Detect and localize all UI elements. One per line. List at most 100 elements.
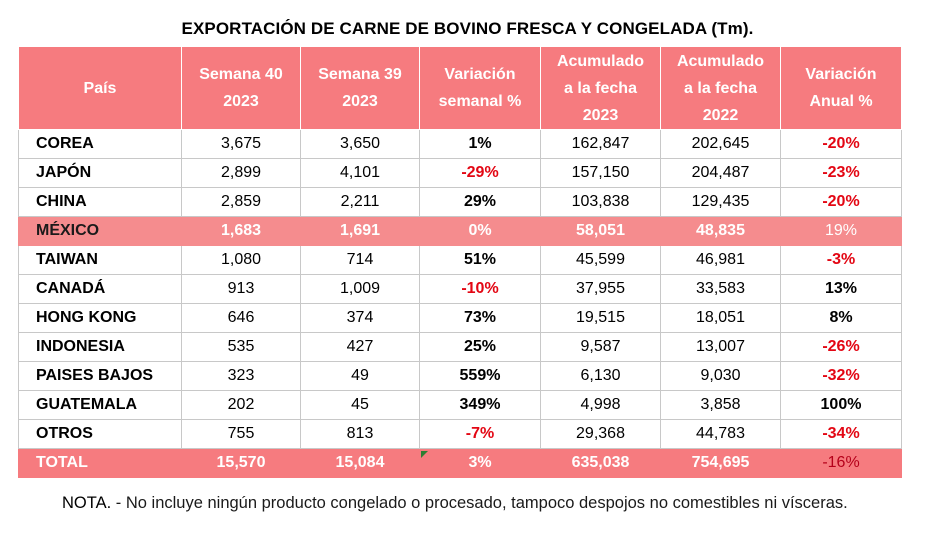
week39-cell: 4,101 <box>300 158 420 188</box>
accumulated-2023-cell: 6,130 <box>540 361 661 391</box>
header-week40: Semana 40 2023 <box>181 46 301 130</box>
country-cell: MÉXICO <box>18 216 182 246</box>
accumulated-2022-cell: 33,583 <box>660 274 781 304</box>
accumulated-2023-cell: 45,599 <box>540 245 661 275</box>
accumulated-2022-cell: 202,645 <box>660 129 781 159</box>
weekly-variation-cell: 559% <box>419 361 541 391</box>
week39-cell: 374 <box>300 303 420 333</box>
table-title: EXPORTACIÓN DE CARNE DE BOVINO FRESCA Y … <box>181 19 754 38</box>
accumulated-2023-cell: 157,150 <box>540 158 661 188</box>
accumulated-2023-cell: 162,847 <box>540 129 661 159</box>
accumulated-2023-cell: 19,515 <box>540 303 661 333</box>
week40-cell: 535 <box>181 332 301 362</box>
annual-variation-cell: 13% <box>780 274 902 304</box>
header-annual-variation: Variación Anual % <box>780 46 902 130</box>
table-row: HONG KONG 646 374 73% 19,515 18,051 8% <box>18 303 902 333</box>
footnote-text: - No incluye ningún producto congelado o… <box>111 494 848 512</box>
accumulated-2023-cell: 37,955 <box>540 274 661 304</box>
table-row: TAIWAN 1,080 714 51% 45,599 46,981 -3% <box>18 245 902 275</box>
accumulated-2023-cell: 103,838 <box>540 187 661 217</box>
country-cell: TAIWAN <box>18 245 182 275</box>
header-row: País Semana 40 2023 Semana 39 2023 Variaci… <box>18 46 902 130</box>
annual-variation-cell: 100% <box>780 390 902 420</box>
week39-cell: 2,211 <box>300 187 420 217</box>
total-week40-cell: 15,570 <box>181 448 301 478</box>
annual-variation-cell: -20% <box>780 129 902 159</box>
accumulated-2022-cell: 18,051 <box>660 303 781 333</box>
weekly-variation-cell: 51% <box>419 245 541 275</box>
table-row: JAPÓN 2,899 4,101 -29% 157,150 204,487 -… <box>18 158 902 188</box>
country-cell: COREA <box>18 129 182 159</box>
footnote-label: NOTA. <box>62 494 112 512</box>
week40-cell: 323 <box>181 361 301 391</box>
total-week39-cell: 15,084 <box>300 448 420 478</box>
annual-variation-cell: -20% <box>780 187 902 217</box>
accumulated-2022-cell: 9,030 <box>660 361 781 391</box>
header-accumulated-2023: Acumulado a la fecha 2023 <box>540 46 661 130</box>
annual-variation-cell: -34% <box>780 419 902 449</box>
country-cell: GUATEMALA <box>18 390 182 420</box>
weekly-variation-cell: 0% <box>419 216 541 246</box>
week39-cell: 49 <box>300 361 420 391</box>
week39-cell: 45 <box>300 390 420 420</box>
header-accumulated-2022: Acumulado a la fecha 2022 <box>660 46 781 130</box>
weekly-variation-cell: -29% <box>419 158 541 188</box>
annual-variation-cell: -3% <box>780 245 902 275</box>
header-weekly-variation: Variación semanal % <box>419 46 541 130</box>
country-cell: PAISES BAJOS <box>18 361 182 391</box>
weekly-variation-cell: 73% <box>419 303 541 333</box>
table-row: PAISES BAJOS 323 49 559% 6,130 9,030 -32… <box>18 361 902 391</box>
cell-error-indicator-icon <box>421 451 428 458</box>
weekly-variation-cell: -10% <box>419 274 541 304</box>
table-row-highlight: MÉXICO 1,683 1,691 0% 58,051 48,835 19% <box>18 216 902 246</box>
week40-cell: 3,675 <box>181 129 301 159</box>
accumulated-2022-cell: 3,858 <box>660 390 781 420</box>
weekly-variation-cell: 29% <box>419 187 541 217</box>
country-cell: CANADÁ <box>18 274 182 304</box>
total-label-cell: TOTAL <box>18 448 182 478</box>
week39-cell: 1,691 <box>300 216 420 246</box>
week40-cell: 1,683 <box>181 216 301 246</box>
week39-cell: 427 <box>300 332 420 362</box>
total-weekly-variation-cell: 3% <box>419 448 541 478</box>
table-row: GUATEMALA 202 45 349% 4,998 3,858 100% <box>18 390 902 420</box>
annual-variation-cell: -26% <box>780 332 902 362</box>
weekly-variation-cell: -7% <box>419 419 541 449</box>
accumulated-2023-cell: 4,998 <box>540 390 661 420</box>
table-row: INDONESIA 535 427 25% 9,587 13,007 -26% <box>18 332 902 362</box>
accumulated-2022-cell: 44,783 <box>660 419 781 449</box>
annual-variation-cell: 19% <box>780 216 902 246</box>
export-table: País Semana 40 2023 Semana 39 2023 Variaci… <box>18 46 902 478</box>
country-cell: HONG KONG <box>18 303 182 333</box>
header-week39: Semana 39 2023 <box>300 46 420 130</box>
table-row: COREA 3,675 3,650 1% 162,847 202,645 -20… <box>18 129 902 159</box>
country-cell: INDONESIA <box>18 332 182 362</box>
footnote: NOTA. - No incluye ningún producto conge… <box>62 490 902 516</box>
total-annual-variation-cell: -16% <box>780 448 902 478</box>
table-row: CANADÁ 913 1,009 -10% 37,955 33,583 13% <box>18 274 902 304</box>
week40-cell: 202 <box>181 390 301 420</box>
week40-cell: 755 <box>181 419 301 449</box>
week40-cell: 913 <box>181 274 301 304</box>
accumulated-2022-cell: 13,007 <box>660 332 781 362</box>
week40-cell: 2,859 <box>181 187 301 217</box>
total-row: TOTAL 15,570 15,084 3% 635,038 754,695 -… <box>18 448 902 478</box>
accumulated-2022-cell: 46,981 <box>660 245 781 275</box>
total-accumulated-2023-cell: 635,038 <box>540 448 661 478</box>
accumulated-2022-cell: 204,487 <box>660 158 781 188</box>
accumulated-2023-cell: 9,587 <box>540 332 661 362</box>
annual-variation-cell: -32% <box>780 361 902 391</box>
weekly-variation-cell: 1% <box>419 129 541 159</box>
country-cell: CHINA <box>18 187 182 217</box>
accumulated-2023-cell: 29,368 <box>540 419 661 449</box>
annual-variation-cell: 8% <box>780 303 902 333</box>
accumulated-2022-cell: 129,435 <box>660 187 781 217</box>
header-country: País <box>18 46 182 130</box>
week40-cell: 2,899 <box>181 158 301 188</box>
week40-cell: 1,080 <box>181 245 301 275</box>
table-row: CHINA 2,859 2,211 29% 103,838 129,435 -2… <box>18 187 902 217</box>
accumulated-2022-cell: 48,835 <box>660 216 781 246</box>
week39-cell: 3,650 <box>300 129 420 159</box>
total-accumulated-2022-cell: 754,695 <box>660 448 781 478</box>
week40-cell: 646 <box>181 303 301 333</box>
